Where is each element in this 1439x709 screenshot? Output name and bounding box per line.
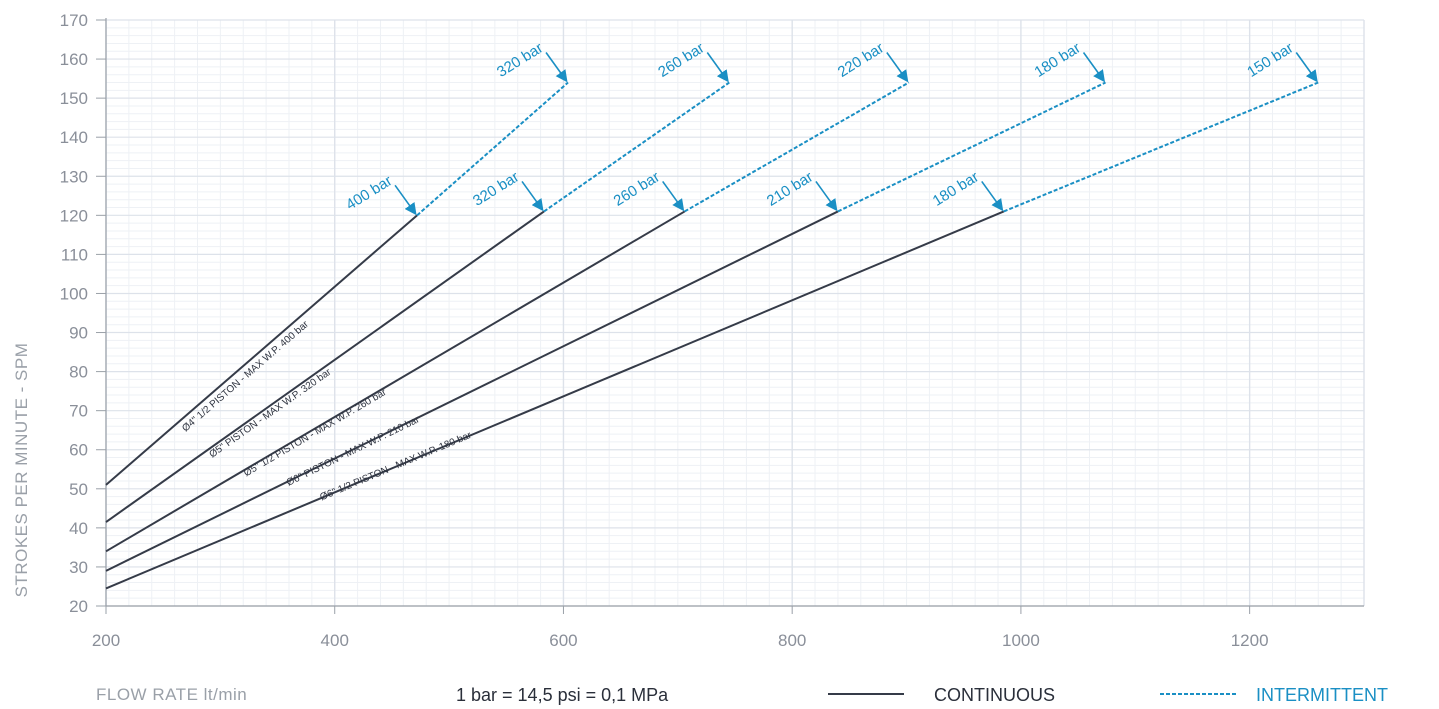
y-tick-label: 110 <box>61 245 88 264</box>
x-axis-title: FLOW RATE lt/min <box>96 685 247 704</box>
y-tick-label: 30 <box>69 558 88 577</box>
pressure-arrow <box>662 180 685 212</box>
series-name-label: Ø6" 1/2 PISTON - MAX W.P. 180 bar <box>318 430 473 504</box>
y-tick-label: 80 <box>69 363 88 382</box>
x-tick-label: 1000 <box>1002 631 1040 650</box>
pressure-arrow <box>815 180 838 212</box>
series-continuous-line <box>105 210 1005 590</box>
legend-continuous-label: CONTINUOUS <box>934 685 1055 705</box>
y-axis-title: STROKES PER MINUTE - SPM <box>12 343 31 598</box>
pressure-label: 320 bar <box>470 168 522 209</box>
y-tick-label: 100 <box>60 284 88 303</box>
conversion-note: 1 bar = 14,5 psi = 0,1 MPa <box>456 685 669 705</box>
y-tick-label: 90 <box>69 324 88 343</box>
series-group <box>105 81 1319 590</box>
series-continuous-line <box>105 214 418 486</box>
series-continuous-line <box>105 210 686 553</box>
series-continuous-line <box>105 210 545 523</box>
y-tick-label: 150 <box>60 89 88 108</box>
legend-intermittent-label: INTERMITTENT <box>1256 685 1388 705</box>
x-tick-label: 1200 <box>1231 631 1269 650</box>
pressure-label: 180 bar <box>930 168 982 209</box>
series-intermittent-line <box>543 81 730 213</box>
pressure-arrow <box>521 180 544 212</box>
x-tick-label: 200 <box>92 631 120 650</box>
pressure-arrow <box>886 52 909 83</box>
pressure-arrow <box>1295 52 1318 83</box>
y-tick-label: 170 <box>60 11 88 30</box>
series-continuous-line <box>105 210 839 572</box>
series-intermittent-line <box>416 81 569 217</box>
pressure-arrow <box>1082 52 1106 83</box>
series-intermittent-line <box>684 81 910 213</box>
grid <box>105 19 1365 607</box>
series-name-label: Ø4" 1/2 PISTON - MAX W.P. 400 bar <box>180 319 311 435</box>
y-tick-label: 120 <box>60 206 88 225</box>
y-tick-label: 160 <box>60 50 88 69</box>
y-tick-label: 70 <box>69 402 88 421</box>
x-tick-label: 800 <box>778 631 806 650</box>
y-tick-label: 140 <box>60 128 88 147</box>
y-tick-label: 20 <box>69 597 88 616</box>
pressure-arrow <box>394 184 417 216</box>
series-intermittent-line <box>837 81 1106 213</box>
series-intermittent-line <box>1003 81 1319 213</box>
y-tick-label: 130 <box>60 167 88 186</box>
pressure-arrow <box>545 52 568 83</box>
y-tick-label: 60 <box>69 441 88 460</box>
y-tick-label: 50 <box>69 480 88 499</box>
x-tick-label: 600 <box>549 631 577 650</box>
axes: 20 30 40 50 60 70 80 90 100 110 120 130 140 150 160 170… <box>60 11 1364 650</box>
pressure-arrow <box>981 180 1004 212</box>
pressure-arrow <box>706 52 729 83</box>
pressure-label: 210 bar <box>764 168 816 209</box>
y-tick-label: 40 <box>69 519 88 538</box>
x-tick-label: 400 <box>321 631 349 650</box>
